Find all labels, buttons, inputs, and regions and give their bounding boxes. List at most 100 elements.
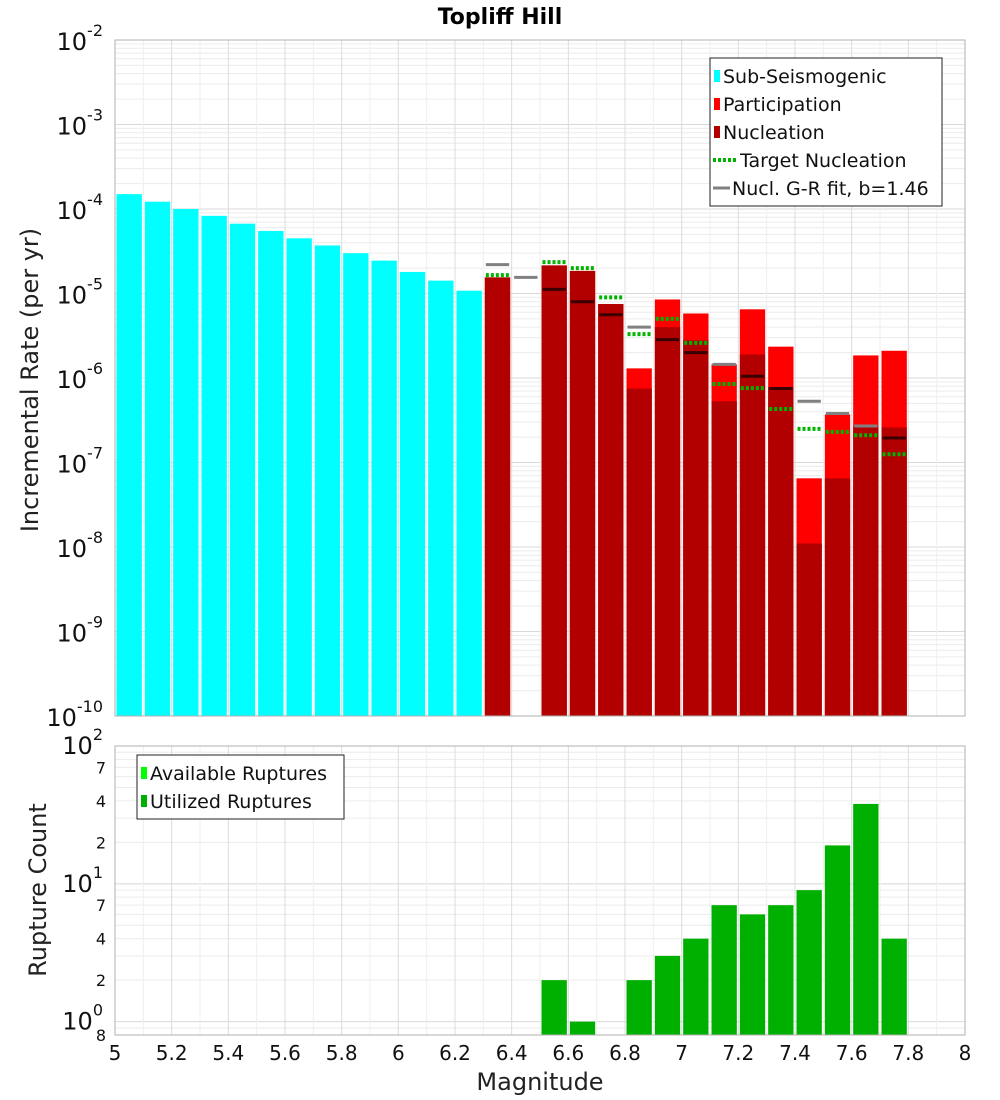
sub-seismogenic-bar (428, 280, 454, 716)
sub-seismogenic-bar (343, 253, 369, 716)
nucleation-bar (654, 327, 681, 716)
nucleation-bar (683, 340, 709, 716)
nucleation-bar (739, 354, 766, 716)
sub-seismogenic-bar (456, 290, 482, 716)
sub-seismogenic-bar (286, 238, 312, 717)
rate-y-axis-label: Incremental Rate (per yr) (16, 228, 44, 532)
legend-swatch (141, 795, 147, 807)
sub-seismogenic-bar (173, 209, 199, 716)
nucleation-bar (881, 427, 907, 716)
utilized-ruptures-bar (796, 890, 822, 1035)
sub-seismogenic-bar (314, 245, 341, 717)
sub-seismogenic-bar (144, 201, 171, 717)
x-tick-label: 7.6 (836, 1041, 868, 1065)
legend-label: Target Nucleation (739, 150, 907, 172)
rate-y-tick-label: 10-10 (46, 697, 103, 732)
rate-y-tick-label: 10-3 (57, 106, 104, 141)
nucleation-bar (484, 277, 511, 716)
sub-seismogenic-bar (229, 223, 256, 716)
count-y-minor-tick-label: 2 (96, 833, 106, 852)
x-tick-label: 8 (959, 1041, 972, 1065)
count-bars (541, 803, 907, 1035)
utilized-ruptures-bar (654, 955, 681, 1035)
utilized-ruptures-bar (711, 905, 737, 1035)
count-y-major-tick-label: 100 (62, 1001, 103, 1036)
utilized-ruptures-bar (541, 980, 567, 1035)
legend-box (136, 754, 345, 820)
rate-y-tick-label: 10-2 (57, 21, 104, 56)
count-y-minor-tick-label: 7 (96, 758, 106, 777)
legend-swatch (141, 767, 147, 779)
rate-y-tick-label: 10-8 (57, 528, 104, 563)
nucleation-bar (598, 304, 624, 716)
x-tick-label: 6.2 (439, 1041, 471, 1065)
utilized-ruptures-bar (569, 1021, 596, 1035)
x-tick-label: 5 (109, 1041, 122, 1065)
utilized-ruptures-bar (881, 938, 907, 1035)
count-y-minor-tick-label: 7 (96, 896, 106, 915)
x-tick-label: 7.8 (892, 1041, 924, 1065)
nucleation-bar (824, 478, 851, 716)
x-tick-label: 6.6 (552, 1041, 584, 1065)
count-y-major-tick-label: 102 (62, 725, 103, 760)
legend-label: Utilized Ruptures (150, 791, 312, 813)
legend-label: Nucleation (723, 122, 825, 144)
utilized-ruptures-bar (768, 905, 794, 1035)
nucleation-bar (569, 270, 596, 716)
rate-bars (116, 194, 907, 717)
magnitude-x-tick-labels: 5 5.2 5.4 5.6 5.8 6 6.2 6.4 6.6 6.8 7 7.2 7.4 7.6 7.8 8 (109, 1041, 972, 1065)
rate-panel: 10-10 10-9 10-8 10-7 10-6 10-5 10-4 10-3 10-2 In… (16, 21, 966, 732)
count-plot-frame (114, 745, 966, 1036)
nucleation-bar (853, 426, 879, 716)
x-tick-label: 5.8 (326, 1041, 358, 1065)
x-tick-label: 5.4 (212, 1041, 244, 1065)
utilized-ruptures-bar (853, 803, 879, 1035)
utilized-ruptures-bar (824, 845, 851, 1035)
sub-seismogenic-bar (258, 230, 284, 717)
count-y-axis-label: Rupture Count (24, 803, 52, 977)
nucleation-bar (541, 265, 567, 716)
rate-legend: Sub-Seismogenic Participation Nucleation T… (709, 57, 943, 207)
x-tick-label: 5.6 (269, 1041, 301, 1065)
x-tick-label: 6.4 (496, 1041, 528, 1065)
legend-label: Available Ruptures (150, 763, 327, 785)
rate-y-tick-label: 10-6 (57, 359, 104, 394)
count-y-major-tick-label: 101 (62, 863, 103, 898)
nucleation-bar (626, 388, 652, 716)
utilized-ruptures-bar (683, 938, 709, 1035)
sub-seismogenic-bar (116, 194, 142, 716)
x-tick-label: 6 (392, 1041, 405, 1065)
sub-seismogenic-bar (399, 271, 426, 716)
x-axis-label: Magnitude (476, 1068, 603, 1096)
legend-swatch (714, 126, 720, 138)
nucleation-bar (796, 543, 822, 716)
x-tick-label: 7.4 (779, 1041, 811, 1065)
legend-label: Participation (723, 94, 842, 116)
utilized-ruptures-bar (739, 914, 766, 1035)
count-panel: 100 101 102 8 2 4 7 2 4 7 5 5.2 5.4 5.6 5.8 6 6.2 6.4 6.6… (24, 725, 971, 1096)
x-tick-label: 6.8 (609, 1041, 641, 1065)
legend-swatch (714, 70, 720, 82)
count-legend: Available Ruptures Utilized Ruptures (136, 754, 345, 820)
count-y-minor-tick-label: 4 (96, 792, 106, 811)
utilized-ruptures-bar (626, 980, 652, 1035)
rate-y-tick-label: 10-7 (57, 444, 104, 479)
legend-label: Sub-Seismogenic (723, 66, 887, 88)
rate-y-tick-labels: 10-10 10-9 10-8 10-7 10-6 10-5 10-4 10-3 10-2 (46, 21, 103, 732)
nucleation-bar (711, 401, 737, 716)
chart-title: Topliff Hill (438, 5, 563, 30)
rate-y-tick-label: 10-9 (57, 613, 104, 648)
sub-seismogenic-bar (201, 215, 227, 717)
count-y-minor-tick-label: 4 (96, 930, 106, 949)
x-tick-label: 7.2 (722, 1041, 754, 1065)
x-tick-label: 7 (675, 1041, 688, 1065)
x-tick-label: 5.2 (156, 1041, 188, 1065)
nucleation-bar (768, 387, 794, 716)
rate-fit-lines (485, 260, 906, 457)
rate-y-tick-label: 10-5 (57, 275, 104, 310)
legend-box (709, 57, 943, 207)
rate-plot-frame (114, 39, 966, 717)
rate-y-tick-label: 10-4 (57, 190, 104, 225)
legend-label: Nucl. G-R fit, b=1.46 (732, 178, 929, 200)
